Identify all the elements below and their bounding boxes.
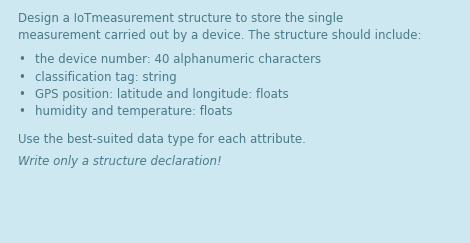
- Text: Design a IoTmeasurement structure to store the single: Design a IoTmeasurement structure to sto…: [18, 12, 343, 25]
- Text: Write only a structure declaration!: Write only a structure declaration!: [18, 155, 222, 167]
- Text: humidity and temperature: floats: humidity and temperature: floats: [35, 105, 233, 119]
- Text: classification tag: string: classification tag: string: [35, 70, 177, 84]
- Text: •: •: [18, 88, 25, 101]
- Text: •: •: [18, 53, 25, 66]
- Text: measurement carried out by a device. The structure should include:: measurement carried out by a device. The…: [18, 29, 422, 43]
- Text: •: •: [18, 70, 25, 84]
- Text: GPS position: latitude and longitude: floats: GPS position: latitude and longitude: fl…: [35, 88, 289, 101]
- Text: Use the best-suited data type for each attribute.: Use the best-suited data type for each a…: [18, 133, 306, 146]
- Text: the device number: 40 alphanumeric characters: the device number: 40 alphanumeric chara…: [35, 53, 321, 66]
- Text: •: •: [18, 105, 25, 119]
